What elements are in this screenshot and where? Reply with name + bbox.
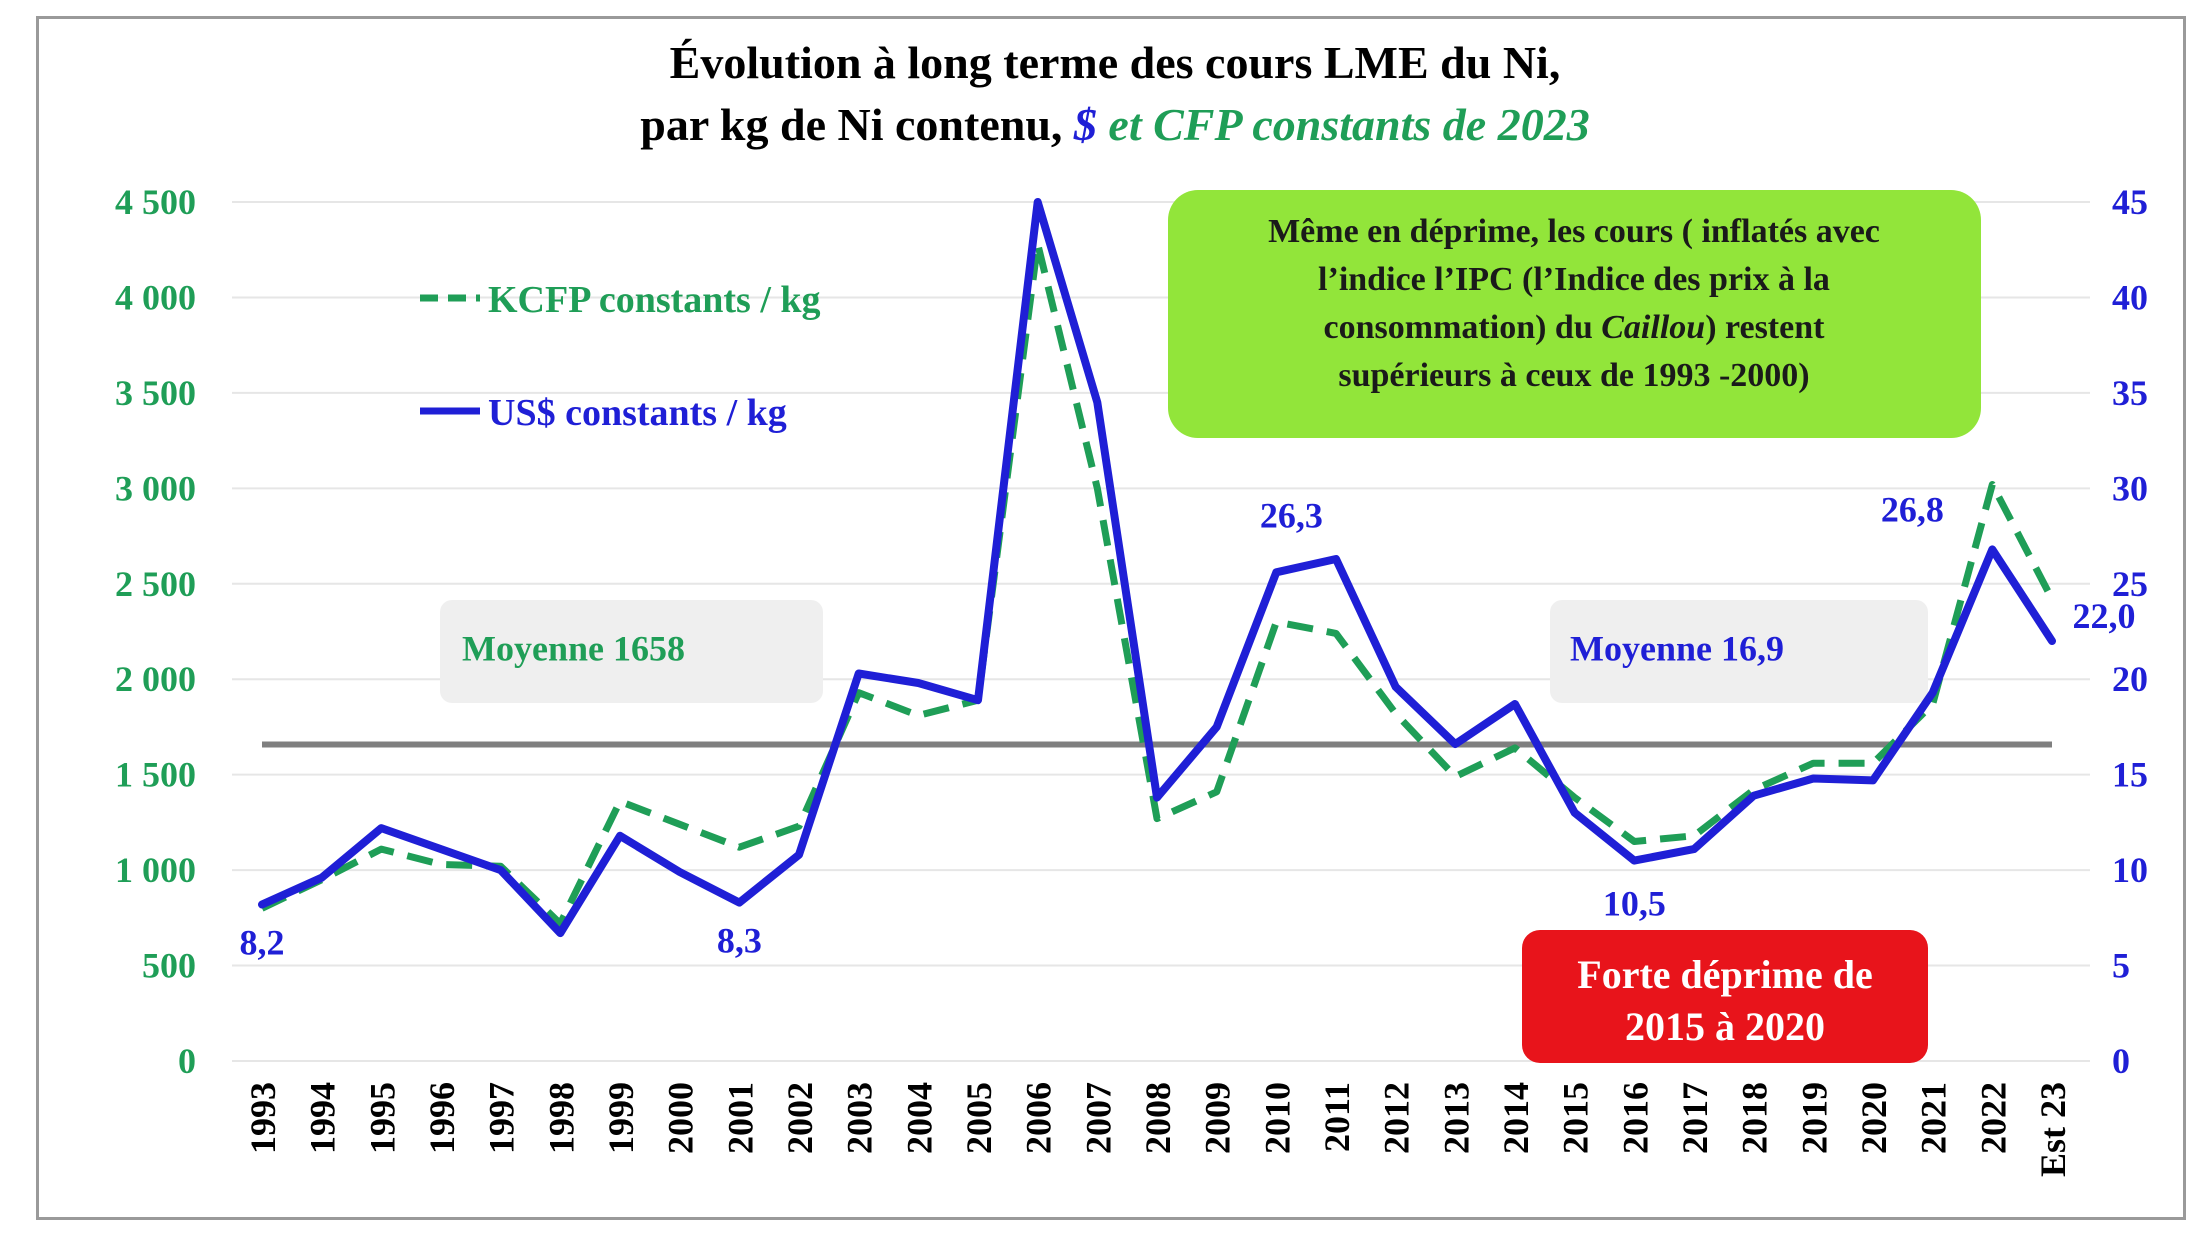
left-axis-tick-label: 4 500 [115, 182, 196, 222]
x-axis-tick-label: 2022 [1973, 1082, 2013, 1154]
note-line3: consommation) du Caillou) restent [1324, 309, 1826, 346]
x-axis-tick-label: 2011 [1317, 1082, 1357, 1152]
note-line1: Même en déprime, les cours ( inflatés av… [1268, 213, 1880, 250]
x-axis-tick-label: 2005 [959, 1082, 999, 1154]
average-blue-box [1550, 600, 1928, 703]
x-axis-tick-label: 2007 [1078, 1082, 1118, 1154]
x-axis-tick-label: 2020 [1854, 1082, 1894, 1154]
left-axis-tick-label: 4 000 [115, 277, 196, 317]
right-axis-tick-label: 45 [2112, 182, 2148, 222]
note-line2: l’indice l’IPC (l’Indice des prix à la [1318, 261, 1830, 298]
x-axis-tick-label: 2013 [1436, 1082, 1476, 1154]
right-axis-tick-label: 25 [2112, 564, 2148, 604]
data-labels: 8,2 8,3 26,3 10,5 26,8 22,0 [240, 489, 2136, 962]
x-axis-tick-label: 2018 [1735, 1082, 1775, 1154]
x-axis-tick-label: 2015 [1556, 1082, 1596, 1154]
x-axis-tick-label: 2002 [780, 1082, 820, 1154]
left-axis-ticks: 0 500 1 000 1 500 2 000 2 500 3 000 3 500 4 000 4… [115, 182, 196, 1081]
red-callout-line2: 2015 à 2020 [1625, 1004, 1825, 1049]
left-axis-tick-label: 3 500 [115, 373, 196, 413]
red-callout-box [1522, 930, 1928, 1063]
data-label: 26,3 [1260, 495, 1323, 535]
note-line3-italic: Caillou [1601, 309, 1705, 346]
x-axis-tick-label: 2014 [1496, 1082, 1536, 1154]
right-axis-tick-label: 35 [2112, 373, 2148, 413]
x-axis-tick-label: 2019 [1794, 1082, 1834, 1154]
right-axis-tick-label: 15 [2112, 755, 2148, 795]
note-box [1168, 190, 1981, 438]
right-axis-tick-label: 10 [2112, 850, 2148, 890]
left-axis-tick-label: 0 [178, 1041, 196, 1081]
x-axis-tick-label: 2006 [1019, 1082, 1059, 1154]
left-axis-tick-label: 2 500 [115, 564, 196, 604]
chart-title-line2-green: et CFP constants de 2023 [1097, 99, 1590, 150]
left-axis-tick-label: 1 000 [115, 850, 196, 890]
chart-title-line1: Évolution à long terme des cours LME du … [670, 37, 1561, 88]
data-label: 22,0 [2073, 596, 2136, 636]
series-line-kcfp [260, 240, 2056, 928]
x-axis-tick-label: 2003 [840, 1082, 880, 1154]
chart-title-line2: par kg de Ni contenu, $ et CFP constants… [640, 99, 1589, 150]
series-group [258, 198, 2056, 938]
data-label: 26,8 [1881, 489, 1944, 529]
series-line-usd [258, 198, 2056, 938]
right-axis-tick-label: 30 [2112, 468, 2148, 508]
legend-green-label: KCFP constants / kg [488, 279, 821, 321]
left-axis-tick-label: 500 [142, 946, 196, 986]
right-axis-tick-label: 40 [2112, 277, 2148, 317]
chart-title-line2-blue: $ [1073, 99, 1097, 150]
data-label: 10,5 [1603, 884, 1666, 924]
right-axis-tick-label: 0 [2112, 1041, 2130, 1081]
x-axis-tick-label: 1993 [243, 1082, 283, 1154]
x-axis-tick-label: 1999 [601, 1082, 641, 1154]
left-axis-tick-label: 2 000 [115, 659, 196, 699]
red-callout-line1: Forte déprime de [1577, 952, 1872, 997]
right-axis-tick-label: 20 [2112, 659, 2148, 699]
x-axis-tick-label: 2001 [720, 1082, 760, 1154]
x-axis-tick-label: 1996 [422, 1082, 462, 1154]
data-label: 8,2 [240, 922, 285, 962]
x-axis-tick-label: 2008 [1138, 1082, 1178, 1154]
x-axis-ticks: 1993 1994 1995 1996 1997 1998 1999 2000 2001 2002… [243, 1082, 2073, 1177]
legend-blue-label: US$ constants / kg [488, 392, 787, 434]
x-axis-tick-label: Est 23 [2033, 1082, 2073, 1177]
x-axis-tick-label: 1994 [303, 1082, 343, 1154]
right-axis-tick-label: 5 [2112, 946, 2130, 986]
average-blue-label: Moyenne 16,9 [1570, 628, 1784, 668]
x-axis-tick-label: 2010 [1257, 1082, 1297, 1154]
x-axis-tick-label: 1997 [482, 1082, 522, 1154]
note-line4: supérieurs à ceux de 1993 -2000) [1338, 357, 1809, 394]
chart-title-line2-prefix: par kg de Ni contenu, [640, 99, 1074, 150]
left-axis-tick-label: 1 500 [115, 755, 196, 795]
x-axis-tick-label: 1995 [362, 1082, 402, 1154]
right-axis-ticks: 0 5 10 15 20 25 30 35 40 45 [2112, 182, 2148, 1081]
average-green-box [440, 600, 823, 703]
left-axis-tick-label: 3 000 [115, 468, 196, 508]
x-axis-tick-label: 2017 [1675, 1082, 1715, 1154]
note-line3-suffix: ) restent [1705, 309, 1825, 346]
x-axis-tick-label: 1998 [541, 1082, 581, 1154]
x-axis-tick-label: 2004 [899, 1082, 939, 1154]
note-line3-prefix: consommation) du [1324, 309, 1602, 346]
data-label: 8,3 [717, 921, 762, 961]
x-axis-tick-label: 2000 [661, 1082, 701, 1154]
x-axis-tick-label: 2016 [1615, 1082, 1655, 1154]
x-axis-tick-label: 2009 [1198, 1082, 1238, 1154]
x-axis-tick-label: 2012 [1377, 1082, 1417, 1154]
average-green-label: Moyenne 1658 [462, 628, 685, 668]
x-axis-tick-label: 2021 [1914, 1082, 1954, 1154]
